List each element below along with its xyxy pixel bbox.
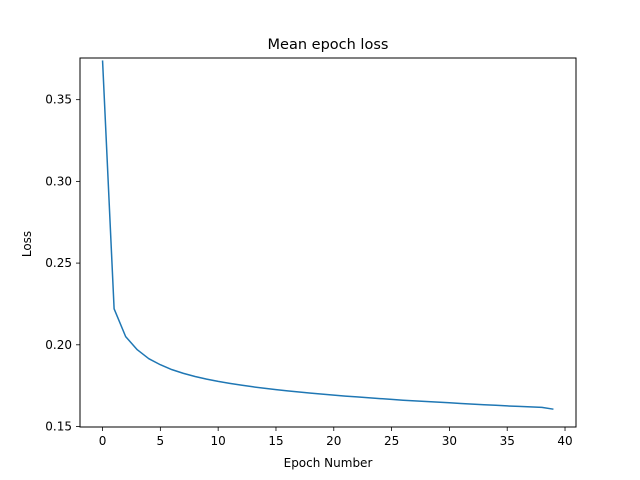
plot-area: 0 5 10 15 20 25 30 35 40 0.15 0.20 0.25 0.30 0.35 — [45, 57, 577, 448]
y-axis-label: Loss — [20, 231, 34, 257]
x-tick-label: 5 — [157, 434, 165, 448]
chart-title: Mean epoch loss — [268, 37, 389, 53]
y-tick-label: 0.15 — [45, 420, 72, 434]
x-tick-label: 20 — [326, 434, 341, 448]
x-axis-ticks: 0 5 10 15 20 25 30 35 40 — [99, 427, 573, 448]
x-tick-label: 10 — [211, 434, 226, 448]
y-tick-label: 0.25 — [45, 256, 72, 270]
x-tick-label: 15 — [268, 434, 283, 448]
x-tick-label: 25 — [384, 434, 399, 448]
x-tick-label: 40 — [557, 434, 572, 448]
y-tick-label: 0.30 — [45, 174, 72, 188]
y-axis-ticks: 0.15 0.20 0.25 0.30 0.35 — [45, 93, 80, 434]
axes-frame — [79, 57, 577, 428]
x-tick-label: 0 — [99, 434, 107, 448]
series-group — [101, 60, 554, 410]
y-tick-label: 0.20 — [45, 338, 72, 352]
x-tick-label: 35 — [500, 434, 515, 448]
x-tick-label: 30 — [442, 434, 457, 448]
x-axis-label: Epoch Number — [284, 456, 373, 470]
y-tick-label: 0.35 — [45, 93, 72, 107]
series-line-0 — [101, 60, 554, 410]
